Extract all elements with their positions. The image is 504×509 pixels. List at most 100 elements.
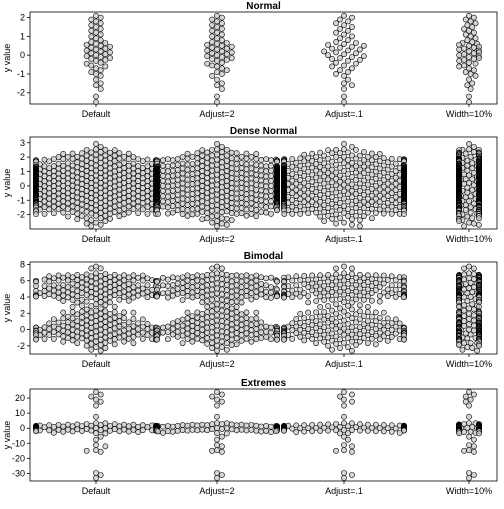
data-point: [214, 224, 219, 229]
data-point: [264, 189, 269, 194]
data-point: [180, 176, 185, 181]
data-point: [268, 183, 273, 188]
data-point: [341, 141, 346, 146]
data-point: [254, 182, 259, 187]
data-point: [103, 330, 108, 335]
data-point: [461, 46, 466, 51]
data-point: [126, 320, 131, 325]
data-point: [112, 153, 117, 158]
data-point: [56, 295, 61, 300]
data-point: [200, 338, 205, 343]
data-point: [219, 154, 224, 159]
data-point: [214, 147, 219, 152]
data-point: [107, 322, 112, 327]
data-point: [165, 184, 170, 189]
data-point: [466, 49, 471, 54]
data-point: [165, 169, 170, 174]
data-point: [214, 13, 219, 18]
data-point: [200, 148, 205, 153]
data-point: [180, 212, 185, 217]
data-point: [229, 273, 234, 278]
data-point: [107, 311, 112, 316]
data-point: [165, 189, 170, 194]
data-point: [468, 205, 473, 210]
data-point: [229, 181, 234, 186]
data-point: [224, 198, 229, 203]
data-point: [239, 165, 244, 170]
data-point: [145, 283, 150, 288]
data-point: [468, 86, 473, 91]
data-point: [93, 213, 98, 218]
data-point: [70, 297, 75, 302]
data-point: [131, 324, 136, 329]
data-point: [65, 171, 70, 176]
data-point: [170, 158, 175, 163]
data-point: [239, 338, 244, 343]
data-point: [84, 292, 89, 297]
data-point: [239, 312, 244, 317]
data-point: [214, 264, 219, 269]
data-point: [180, 280, 185, 285]
data-point: [140, 336, 145, 341]
data-point: [333, 292, 338, 297]
data-point: [33, 337, 38, 342]
data-point: [259, 178, 264, 183]
data-point: [93, 291, 98, 296]
data-point: [140, 181, 145, 186]
data-point: [229, 311, 234, 316]
data-point: [264, 194, 269, 199]
data-point: [185, 336, 190, 341]
data-point: [42, 211, 47, 216]
data-point: [209, 198, 214, 203]
data-point: [56, 285, 61, 290]
data-point: [268, 158, 273, 163]
data-point: [234, 299, 239, 304]
data-point: [209, 208, 214, 213]
data-point: [165, 329, 170, 334]
data-point: [234, 156, 239, 161]
x-tick-label: Default: [82, 359, 111, 369]
data-point: [42, 283, 47, 288]
data-point: [180, 166, 185, 171]
data-point: [126, 275, 131, 280]
data-point: [264, 156, 269, 161]
data-point: [465, 163, 470, 168]
data-point: [466, 141, 471, 146]
data-point: [264, 199, 269, 204]
data-point: [214, 213, 219, 218]
data-point: [254, 162, 259, 167]
data-point: [180, 297, 185, 302]
data-point: [140, 176, 145, 181]
data-point: [84, 299, 89, 304]
data-point: [244, 192, 249, 197]
data-point: [268, 188, 273, 193]
data-point: [175, 208, 180, 213]
data-point: [185, 156, 190, 161]
data-point: [98, 149, 103, 154]
data-point: [341, 220, 346, 225]
data-point: [294, 283, 299, 288]
y-tick-label: 2: [20, 152, 25, 162]
data-point: [200, 289, 205, 294]
data-point: [190, 167, 195, 172]
data-point: [244, 278, 249, 283]
data-point: [98, 38, 103, 43]
data-point: [185, 293, 190, 298]
data-point: [160, 163, 165, 168]
data-point: [89, 331, 94, 336]
data-point: [175, 192, 180, 197]
data-point: [79, 320, 84, 325]
data-point: [180, 171, 185, 176]
data-point: [274, 294, 279, 299]
data-point: [195, 181, 200, 186]
data-point: [219, 292, 224, 297]
data-point: [185, 326, 190, 331]
data-point: [219, 26, 224, 31]
data-point: [117, 214, 122, 219]
data-point: [103, 277, 108, 282]
data-point: [175, 156, 180, 161]
data-point: [47, 159, 52, 164]
data-point: [476, 55, 481, 60]
data-point: [349, 222, 354, 227]
